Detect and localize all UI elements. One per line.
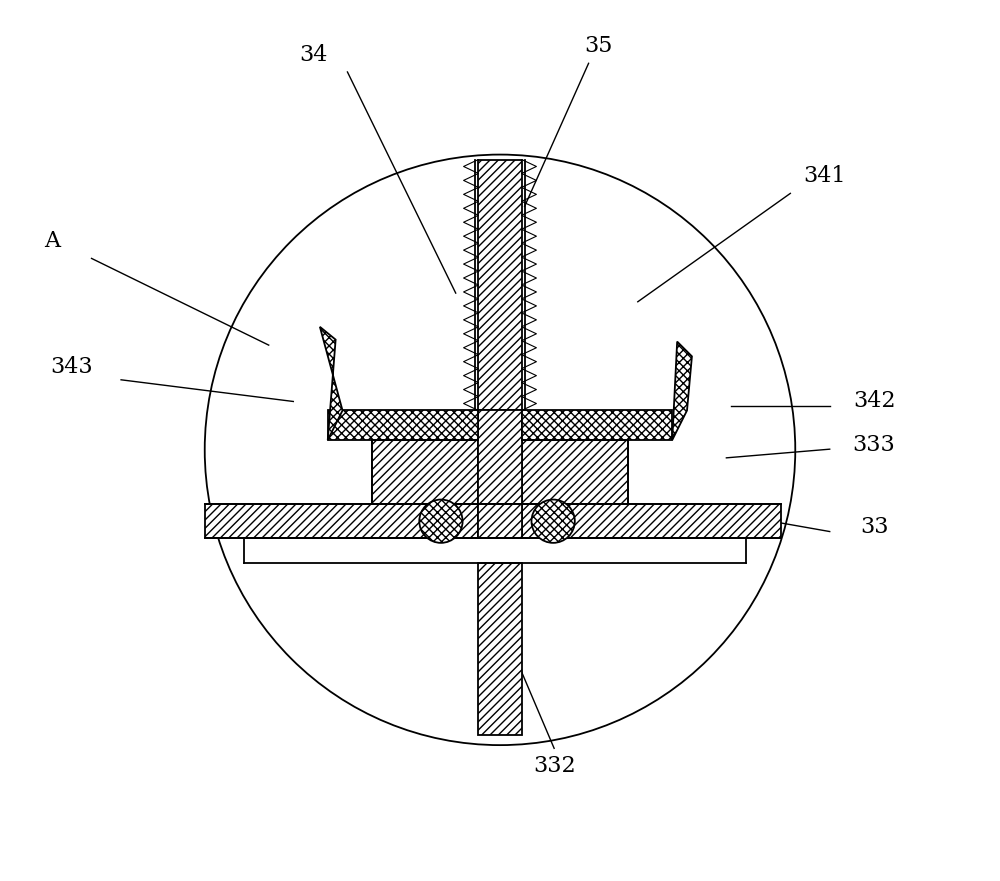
Text: A: A <box>44 230 60 252</box>
Text: 33: 33 <box>860 516 888 538</box>
Circle shape <box>419 500 463 543</box>
Polygon shape <box>672 342 692 440</box>
Bar <box>372 440 478 504</box>
Circle shape <box>531 500 575 543</box>
Bar <box>328 411 478 440</box>
Bar <box>478 504 522 538</box>
Text: 332: 332 <box>533 755 575 777</box>
Text: 342: 342 <box>853 390 895 412</box>
Bar <box>522 411 672 440</box>
Bar <box>522 411 672 440</box>
Bar <box>478 563 522 736</box>
Bar <box>478 411 522 504</box>
Bar <box>478 159 522 411</box>
Bar <box>478 159 522 411</box>
Text: 34: 34 <box>299 44 327 66</box>
Bar <box>478 504 522 538</box>
Bar <box>205 504 478 538</box>
Bar <box>328 411 478 440</box>
Bar <box>372 440 478 504</box>
Text: 35: 35 <box>584 35 613 57</box>
Text: 333: 333 <box>853 433 895 455</box>
Bar <box>522 440 628 504</box>
Bar <box>478 563 522 736</box>
Text: 343: 343 <box>51 356 93 378</box>
Bar <box>522 504 781 538</box>
Bar <box>205 504 478 538</box>
Text: 341: 341 <box>804 165 846 187</box>
Bar <box>522 440 628 504</box>
Bar <box>522 504 781 538</box>
Polygon shape <box>320 327 343 440</box>
Bar <box>478 411 522 504</box>
